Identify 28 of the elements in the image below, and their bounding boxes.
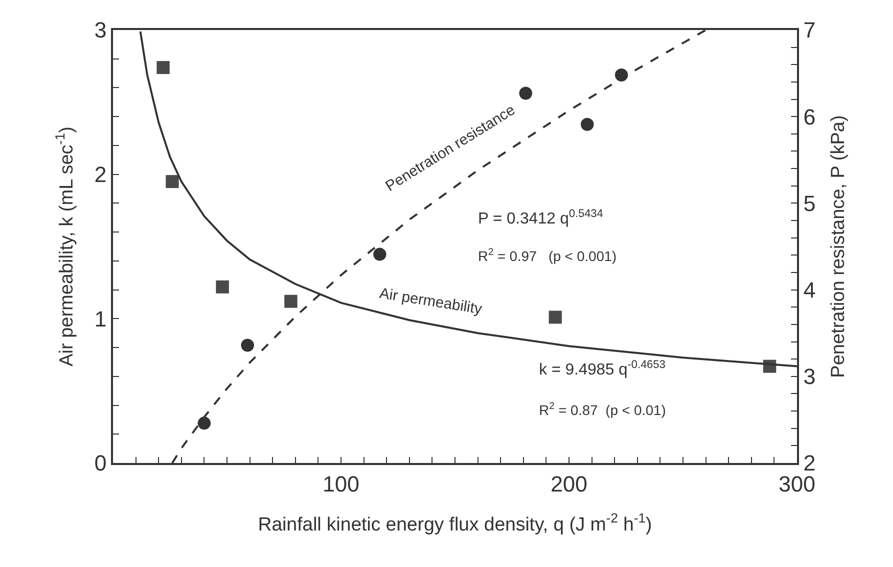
y-tick-label: 3 <box>94 18 107 43</box>
y-tick-label: 0 <box>94 450 107 476</box>
point <box>580 118 594 131</box>
y2-axis-title: Penetration resistance, P (kPa) <box>828 115 849 378</box>
y-tick-label: 1 <box>94 306 107 332</box>
point <box>166 175 179 188</box>
point <box>284 294 298 308</box>
annotation: R$^{2}$ = 0.87 (p < 0.01) <box>539 401 666 418</box>
point <box>198 416 211 430</box>
y2-tick-label: 4 <box>803 278 816 302</box>
point <box>216 280 229 294</box>
point <box>156 61 170 74</box>
annotation: R$^{2}$ = 0.97 (p < 0.001) <box>478 247 617 264</box>
x-axis-title: Rainfall kinetic energy flux density, q (J m$^{-2}$ h$^{-1}$) <box>258 510 652 536</box>
y2-tick-label: 3 <box>803 364 816 390</box>
annotation: P = 0.3412 q$^{0.5434}$ <box>478 208 604 228</box>
point <box>241 338 254 352</box>
annotation: Air permeability <box>378 284 484 318</box>
point <box>519 86 532 100</box>
y2-tick-label: 6 <box>803 104 816 130</box>
y2-tick-label: 5 <box>803 190 816 216</box>
point <box>548 310 562 324</box>
point <box>373 248 386 261</box>
annotation: k = 9.4985 q$^{-0.4653}$ <box>539 359 666 379</box>
x-tick-label: 200 <box>550 471 588 496</box>
x-tick-label: 100 <box>322 471 360 496</box>
y2-tick-label: 7 <box>803 18 816 43</box>
y-tick-label: 2 <box>94 162 107 188</box>
